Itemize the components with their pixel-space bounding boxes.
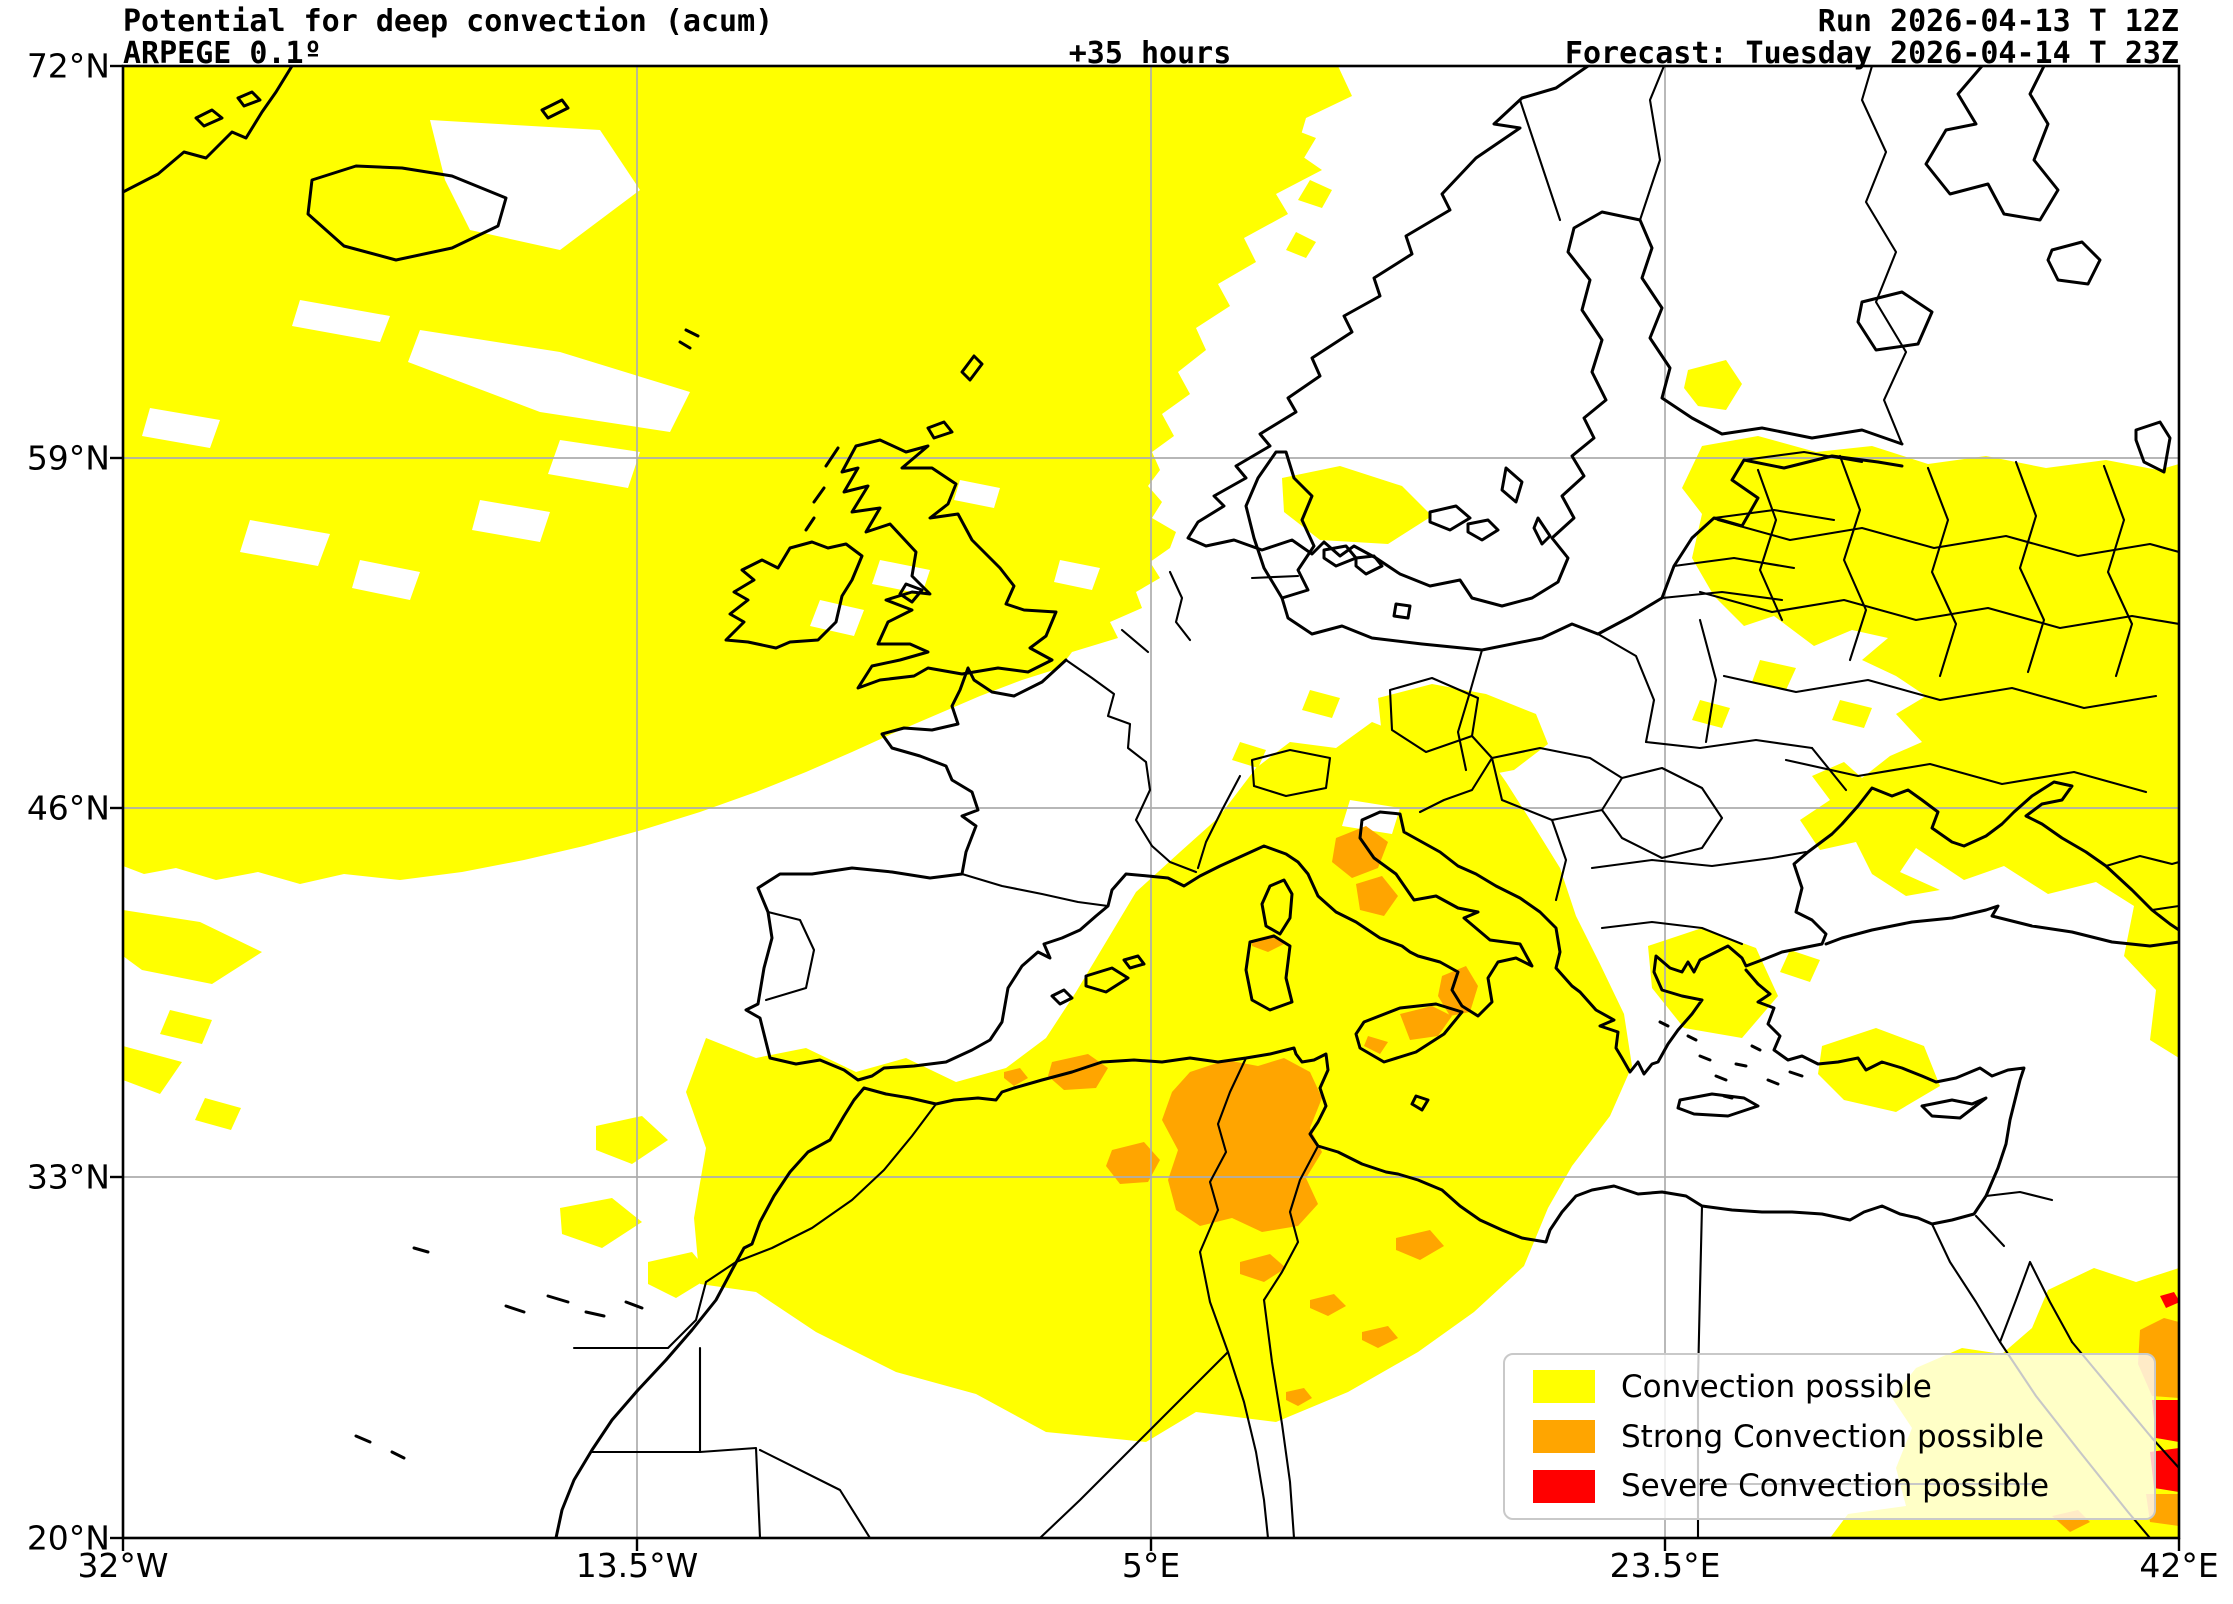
lat-tick-46n: 46°N: [26, 788, 110, 828]
lon-tick-32w: 32°W: [77, 1546, 169, 1585]
lat-tick-20n: 20°N: [26, 1518, 110, 1558]
strong-convection-layer: [1004, 826, 2179, 1532]
legend-item-strong-convection: Strong Convection possible: [1533, 1419, 2154, 1455]
lat-tick-33n: 33°N: [26, 1157, 110, 1197]
lat-tick-72n: 72°N: [26, 46, 110, 86]
convection-possible-layer: [123, 66, 2179, 1538]
lon-tick-135w: 13.5°W: [575, 1546, 699, 1585]
lon-tick-235e: 23.5°E: [1609, 1546, 1721, 1585]
grid-lines: [123, 66, 2179, 1538]
legend-swatch-red: [1533, 1469, 1595, 1503]
lon-tick-5e: 5°E: [1121, 1546, 1181, 1585]
legend-item-severe-convection: Severe Convection possible: [1533, 1468, 2154, 1504]
page-title: Potential for deep convection (acum): [123, 4, 774, 39]
forecast-label: Forecast: Tuesday 2026-04-14 T 23Z: [1564, 36, 2179, 71]
legend-item-convection: Convection possible: [1533, 1369, 2154, 1405]
axis-ticks: [110, 64, 2181, 1551]
run-label: Run 2026-04-13 T 12Z: [1817, 4, 2179, 39]
model-label: ARPEGE 0.1º: [123, 36, 322, 71]
country-borders: [572, 66, 2179, 1538]
legend-swatch-yellow: [1533, 1370, 1595, 1404]
legend-swatch-orange: [1533, 1420, 1595, 1453]
lead-time-label: +35 hours: [1068, 36, 1232, 71]
lon-tick-42e: 42°E: [2139, 1546, 2219, 1585]
legend-label-strong-convection: Strong Convection possible: [1621, 1418, 2044, 1455]
legend-label-severe-convection: Severe Convection possible: [1621, 1468, 2050, 1505]
coastlines: [123, 66, 2179, 1538]
legend-label-convection: Convection possible: [1621, 1368, 1932, 1405]
lat-tick-59n: 59°N: [26, 438, 110, 478]
legend: Convection possible Strong Convection po…: [1503, 1353, 2156, 1520]
